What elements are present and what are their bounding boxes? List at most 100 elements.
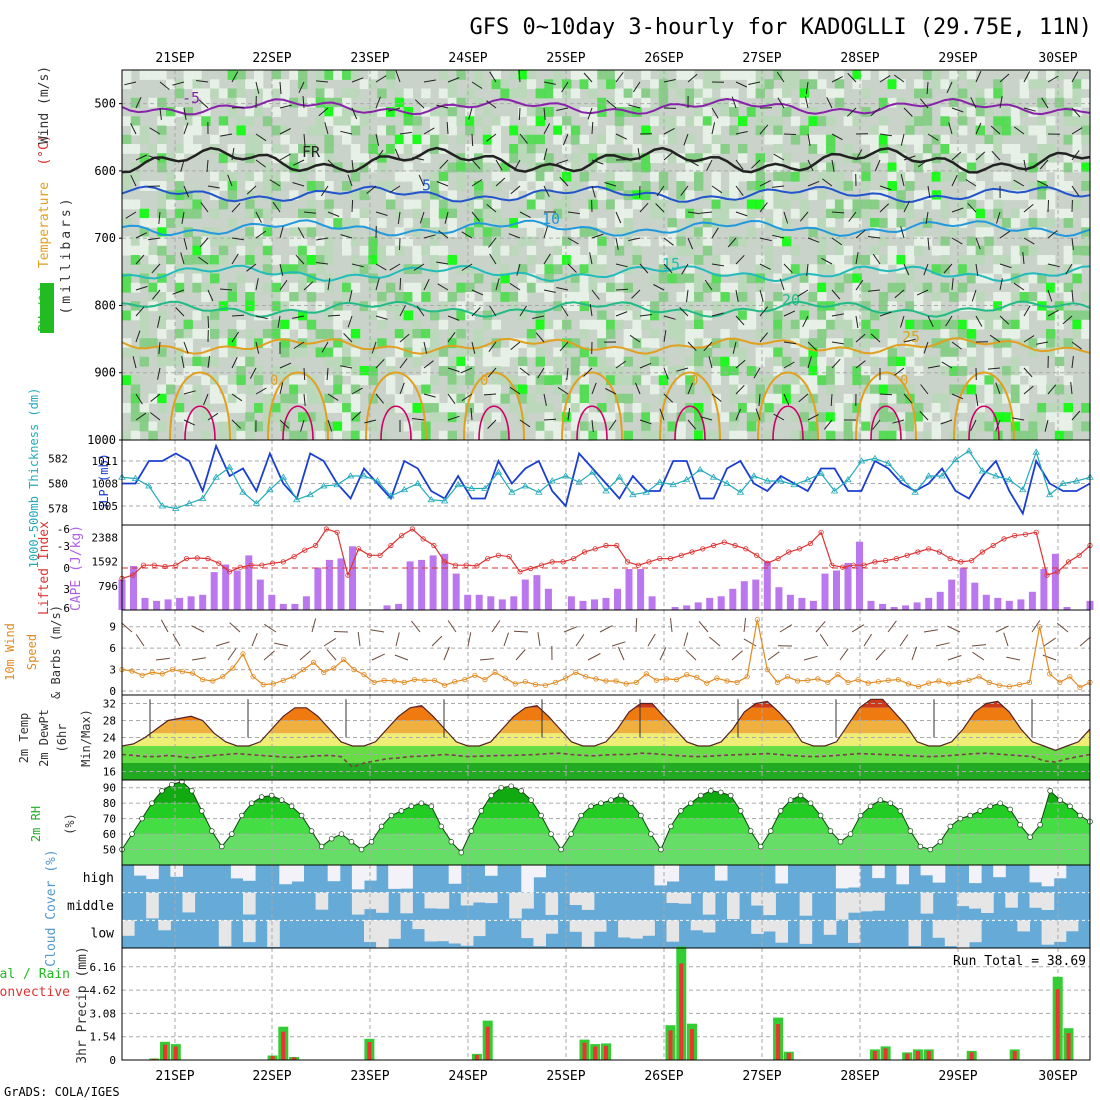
wind-barb: [231, 148, 235, 161]
rh-cell: [588, 79, 598, 90]
rh-cell: [474, 329, 484, 339]
rh-cell: [280, 301, 290, 312]
rh-cell: [764, 412, 774, 423]
rh-cell: [315, 70, 325, 80]
cloud-cell: [860, 892, 873, 912]
rh-cell: [570, 282, 581, 293]
rh-cell: [817, 375, 827, 386]
wind-barb: [135, 96, 142, 109]
cape-bar: [1051, 553, 1059, 610]
rh-cell: [447, 79, 457, 90]
wind-barb: [700, 211, 713, 214]
wind-speed-point: [431, 677, 438, 683]
rh-cell: [438, 181, 449, 191]
wind-barb: [735, 185, 744, 196]
warm-contour-0: [169, 371, 231, 441]
cape-bar: [879, 603, 887, 610]
wind-barb: [255, 133, 267, 142]
wind-speed-point: [1057, 679, 1063, 686]
cloud-cell: [146, 865, 159, 880]
rh-cell: [201, 97, 211, 108]
day-label-top-29SEP: 29SEP: [938, 51, 977, 66]
wind-barb: [124, 81, 137, 86]
rh-cell: [966, 162, 977, 173]
rh-cell: [218, 412, 229, 423]
precip-conv-bar: [915, 1051, 920, 1060]
rh-cell: [210, 356, 220, 367]
surface-barb: [311, 618, 317, 633]
rh-cell: [403, 218, 413, 228]
wind-barb: [1071, 150, 1080, 161]
rh-cell: [623, 329, 633, 339]
rh-cell: [1063, 292, 1073, 302]
rh-cell: [966, 347, 977, 358]
rh-cell: [535, 319, 545, 330]
wind-barb: [364, 419, 377, 424]
rh-cell: [562, 255, 572, 265]
rh-cell: [949, 144, 959, 154]
rh-cell: [474, 190, 484, 201]
rh-cell: [289, 319, 299, 330]
wind-barb: [255, 278, 259, 291]
rh-cell: [280, 393, 290, 404]
rh-cell: [271, 255, 281, 265]
rh-cell: [632, 171, 642, 182]
rh-cell: [1037, 208, 1047, 219]
rh-cell: [139, 319, 149, 330]
rh-cell: [958, 70, 968, 80]
rh-cell: [1054, 412, 1065, 423]
wind-barb: [711, 393, 722, 402]
wind-barb: [783, 211, 789, 224]
rh-cell: [350, 162, 361, 173]
rh-cell: [289, 301, 299, 312]
rh-cell: [262, 208, 273, 219]
rh-cell: [966, 107, 977, 117]
wind-barb: [246, 185, 257, 195]
wind-barb: [303, 281, 314, 291]
wind-barb: [663, 367, 669, 380]
rh-cell: [491, 125, 501, 136]
wind-barb: [655, 203, 665, 213]
wind-speed-point: [976, 674, 982, 680]
li-point: [323, 526, 329, 532]
rh-cell: [570, 125, 581, 136]
rh-cell: [553, 88, 563, 99]
rh-cell: [984, 107, 994, 117]
cloud-cell: [775, 865, 788, 884]
rh-cell: [808, 144, 818, 154]
cloud-cell: [472, 920, 486, 937]
rh-cell: [350, 338, 361, 349]
wind-barb: [631, 289, 641, 299]
wind-barb: [806, 263, 809, 276]
rh-point: [219, 843, 225, 850]
wind-barb: [807, 237, 820, 243]
rh-cell: [720, 144, 730, 154]
rh-cell: [711, 79, 721, 90]
rh-cell: [368, 144, 378, 154]
rh-cell: [430, 403, 440, 413]
rh-cell: [720, 97, 730, 108]
wind-speed-point: [270, 681, 276, 687]
wind-speed-point: [300, 666, 307, 673]
rh-cell: [456, 329, 466, 339]
cloud-cell: [315, 892, 329, 910]
rh-cell: [421, 403, 431, 413]
precip-conv-bar: [786, 1052, 791, 1060]
rh-cell: [465, 282, 475, 293]
li-point: [667, 555, 674, 562]
rh-cell: [430, 134, 440, 145]
rh-cell: [746, 227, 757, 238]
rh-cell: [456, 97, 466, 108]
rh-cell: [658, 356, 669, 367]
wind-barb: [903, 263, 910, 276]
cloud-cell: [545, 920, 559, 934]
wind-speed-point: [391, 678, 397, 684]
rh-cell: [1063, 88, 1073, 99]
pressure-tick-600: 600: [94, 164, 116, 178]
rh-cell: [183, 384, 193, 395]
rh-cell: [1081, 319, 1091, 330]
rh-cell: [245, 356, 255, 367]
rh-cell: [694, 366, 704, 376]
wind-speed-point: [835, 671, 841, 678]
rh-cell: [755, 384, 765, 395]
